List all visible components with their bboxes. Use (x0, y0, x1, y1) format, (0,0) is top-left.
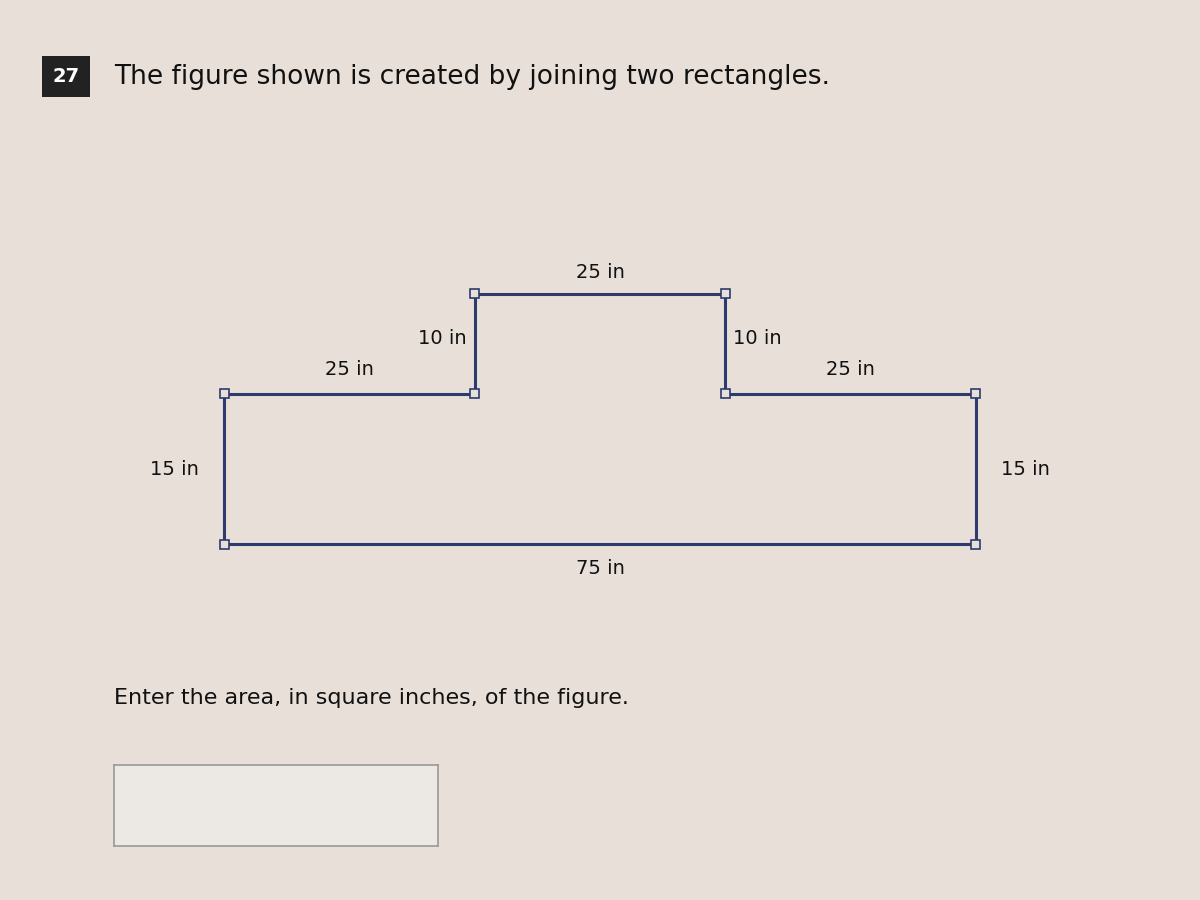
Bar (971, 540, 980, 549)
Text: 10 in: 10 in (418, 329, 467, 348)
Bar (220, 390, 229, 399)
Bar (721, 390, 730, 399)
Bar (470, 289, 479, 298)
Text: The figure shown is created by joining two rectangles.: The figure shown is created by joining t… (114, 64, 830, 89)
Text: 75 in: 75 in (576, 559, 624, 579)
Bar (721, 289, 730, 298)
Polygon shape (224, 293, 976, 544)
Bar (220, 540, 229, 549)
Text: 10 in: 10 in (733, 329, 782, 348)
Bar (470, 390, 479, 399)
Text: 25 in: 25 in (826, 360, 875, 379)
Text: 25 in: 25 in (576, 263, 624, 282)
Text: Enter the area, in square inches, of the figure.: Enter the area, in square inches, of the… (114, 688, 629, 708)
Text: 25 in: 25 in (325, 360, 374, 379)
Text: 27: 27 (53, 67, 79, 86)
Bar (971, 390, 980, 399)
Text: 15 in: 15 in (150, 460, 199, 479)
Text: 15 in: 15 in (1001, 460, 1050, 479)
